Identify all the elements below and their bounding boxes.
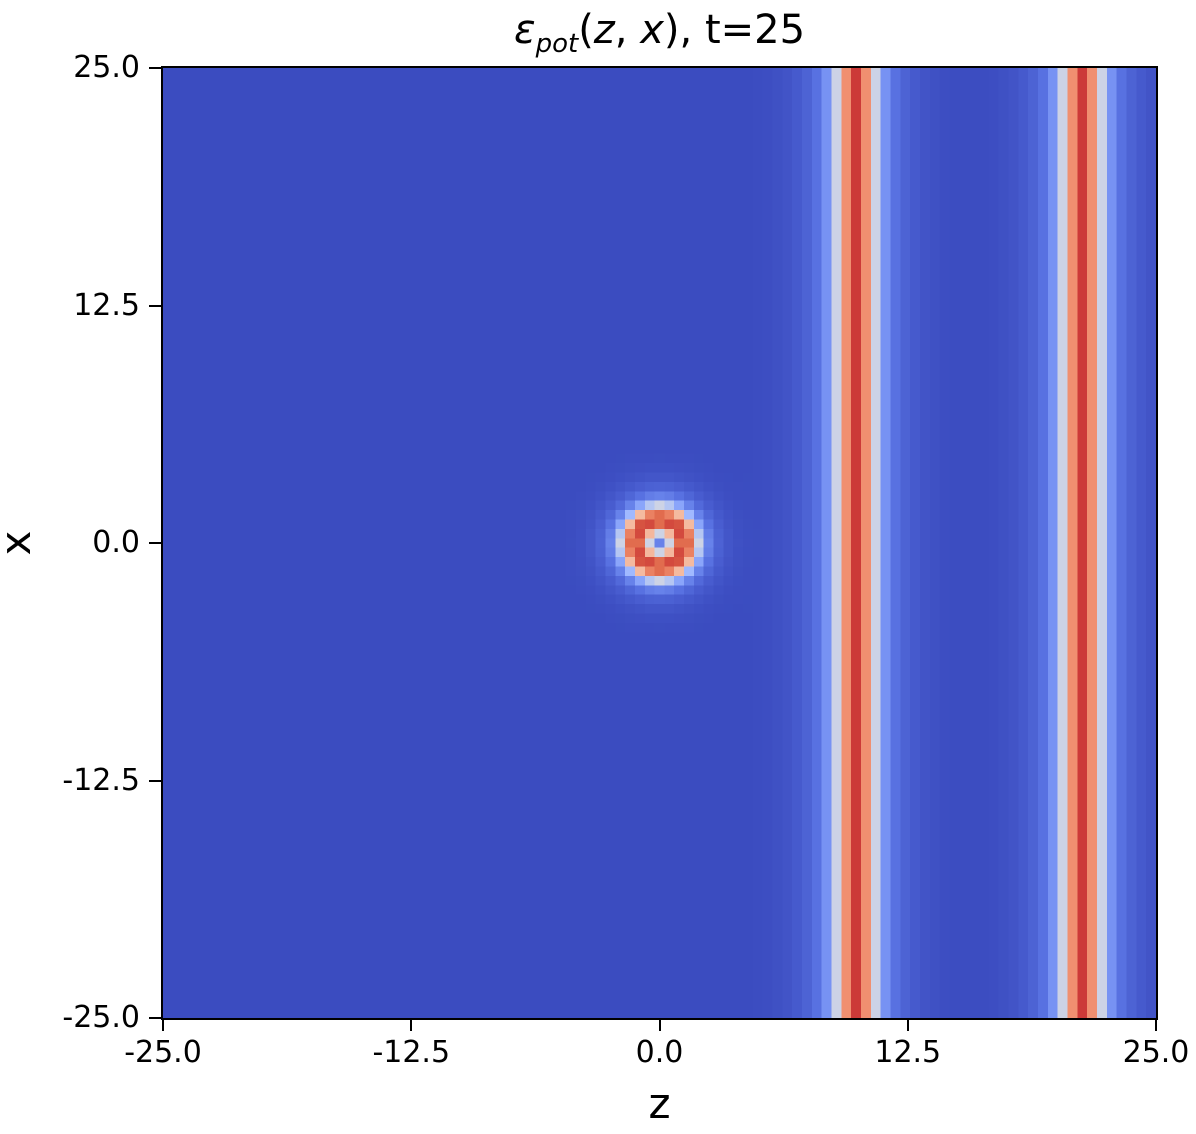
- y-tick-label-2: 0.0: [92, 525, 140, 560]
- title-epsilon-symbol: ε: [513, 7, 536, 53]
- x-tick-mark-2: [658, 1019, 661, 1031]
- chart-title: εpot(z, x), t=25: [163, 2, 1156, 60]
- x-tick-mark-1: [410, 1019, 413, 1031]
- x-tick-label-2: 0.0: [635, 1035, 684, 1070]
- title-separator: ,: [614, 7, 641, 53]
- y-tick-mark-4: [149, 1017, 161, 1019]
- y-tick-mark-2: [149, 542, 161, 544]
- x-tick-label-0: -25.0: [124, 1035, 202, 1070]
- title-time-suffix: , t=25: [679, 7, 806, 53]
- heatmap-canvas: [163, 68, 1156, 1018]
- y-tick-label-0: 25.0: [73, 50, 140, 85]
- x-tick-label-1: -12.5: [372, 1035, 451, 1070]
- x-tick-label-3: 12.5: [874, 1035, 942, 1070]
- y-tick-label-1: 12.5: [73, 287, 140, 323]
- y-tick-label-3: -12.5: [62, 762, 140, 798]
- x-tick-mark-0: [162, 1019, 164, 1031]
- title-var-x: x: [640, 7, 664, 53]
- x-tick-mark-4: [1155, 1019, 1157, 1031]
- y-tick-mark-0: [149, 67, 161, 69]
- x-axis-label: z: [648, 1079, 671, 1128]
- y-tick-mark-1: [149, 304, 161, 307]
- y-tick-label-4: -25.0: [62, 1000, 140, 1035]
- x-tick-mark-3: [906, 1019, 909, 1031]
- title-close-paren: ): [663, 7, 680, 53]
- title-var-z: z: [593, 7, 615, 53]
- title-open-paren: (: [578, 7, 594, 53]
- y-tick-mark-3: [149, 779, 161, 782]
- title-subscript: pot: [535, 29, 579, 59]
- x-tick-label-4: 25.0: [1122, 1035, 1190, 1070]
